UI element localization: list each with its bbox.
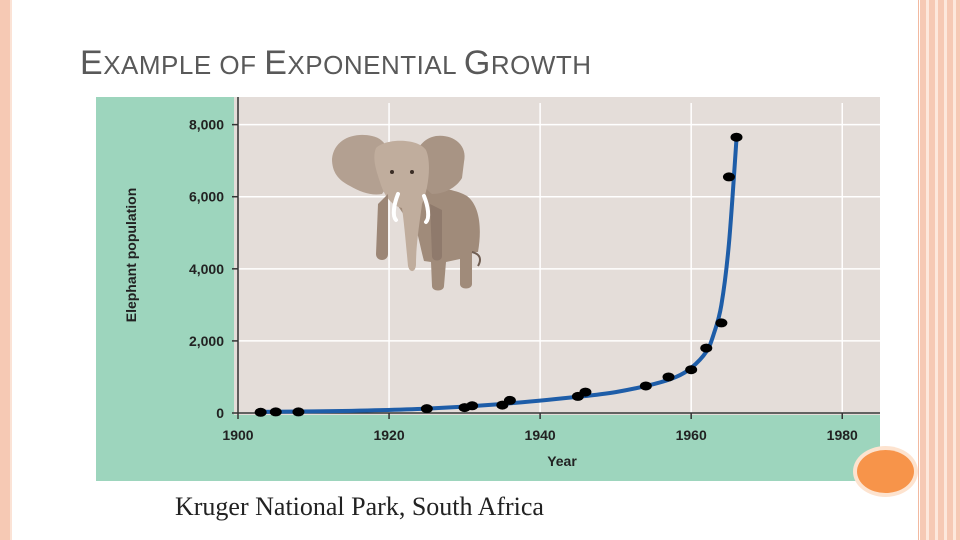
chart-container: 0 2,000 4,000 6,000 8,000 1900 1920 1940 1960 198… <box>96 97 880 481</box>
elephant-icon <box>332 134 481 291</box>
slide-title: EXAMPLE OF EXPONENTIAL GROWTH <box>80 44 592 83</box>
data-point <box>269 407 282 417</box>
y-tick-label: 0 <box>216 405 224 421</box>
tick-labels: 0 2,000 4,000 6,000 8,000 1900 1920 1940 1960 198… <box>189 117 858 443</box>
y-tick-label: 2,000 <box>189 333 224 349</box>
data-point <box>730 132 743 142</box>
title-part: XAMPLE OF <box>103 50 265 80</box>
slide-frame-right-line <box>918 0 919 540</box>
data-point <box>662 372 675 382</box>
data-points <box>254 132 743 417</box>
x-tick-label: 1920 <box>373 427 404 443</box>
data-point <box>715 318 728 328</box>
slide-frame-left <box>0 0 10 540</box>
title-part: G <box>463 44 491 82</box>
x-axis-label: Year <box>547 453 577 469</box>
data-point <box>579 387 592 397</box>
y-tick-label: 8,000 <box>189 117 224 133</box>
data-point <box>700 343 713 353</box>
y-axis-label: Elephant population <box>123 188 139 323</box>
title-part: E <box>80 44 104 82</box>
x-tick-label: 1960 <box>676 427 707 443</box>
x-tick-label: 1940 <box>525 427 556 443</box>
data-point <box>685 365 698 375</box>
caption: Kruger National Park, South Africa <box>175 492 544 521</box>
slide-frame-left-inner <box>10 0 12 540</box>
data-point <box>254 407 267 417</box>
x-tick-label: 1900 <box>222 427 253 443</box>
axes <box>232 97 880 419</box>
data-point <box>503 395 516 405</box>
bottom-panel <box>96 415 880 481</box>
title-part: ROWTH <box>490 50 592 80</box>
slide-frame-right <box>920 0 960 540</box>
data-point <box>639 381 652 391</box>
data-point <box>420 404 433 414</box>
data-point <box>466 401 479 411</box>
title-part: E <box>264 44 288 82</box>
elephant-population-chart: 0 2,000 4,000 6,000 8,000 1900 1920 1940 1960 198… <box>96 97 880 481</box>
title-part: XPONENTIAL <box>287 50 464 80</box>
y-tick-label: 6,000 <box>189 189 224 205</box>
x-tick-label: 1980 <box>827 427 858 443</box>
y-tick-label: 4,000 <box>189 261 224 277</box>
data-point <box>292 407 305 417</box>
data-point <box>722 172 735 182</box>
accent-circle <box>857 450 914 493</box>
